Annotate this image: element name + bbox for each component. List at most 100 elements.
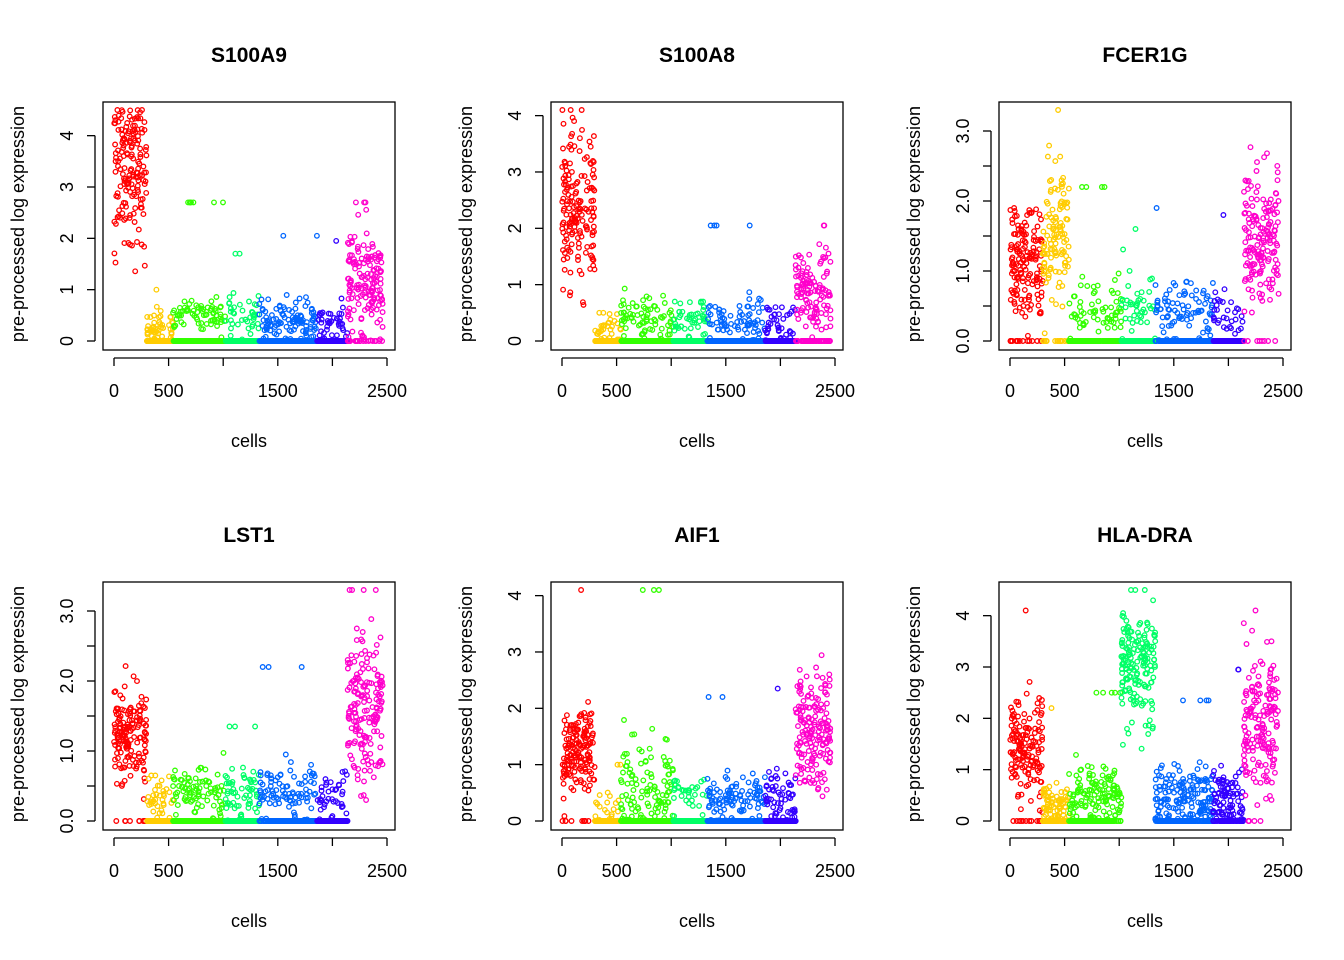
data-point xyxy=(1138,289,1145,296)
data-point xyxy=(308,761,315,768)
data-point xyxy=(800,260,807,266)
data-point xyxy=(217,319,224,326)
data-point xyxy=(204,338,211,344)
data-point xyxy=(246,298,252,305)
data-point xyxy=(141,262,148,269)
data-point xyxy=(324,323,331,330)
data-point xyxy=(135,226,142,233)
data-point xyxy=(1046,142,1053,149)
data-point xyxy=(1034,223,1041,230)
data-point xyxy=(134,739,141,746)
data-point xyxy=(132,205,139,212)
data-point xyxy=(568,241,575,248)
panel-title: LST1 xyxy=(223,524,275,547)
data-point xyxy=(119,137,126,144)
data-point xyxy=(1063,253,1070,260)
y-tick-label: 2 xyxy=(505,223,525,233)
data-point xyxy=(143,696,150,703)
data-point xyxy=(1174,300,1181,307)
data-point xyxy=(282,751,289,758)
data-point xyxy=(336,310,343,317)
data-point xyxy=(1094,316,1101,323)
data-point xyxy=(153,286,160,293)
data-point xyxy=(803,309,810,315)
points xyxy=(559,107,834,344)
y-tick-label: 3 xyxy=(57,182,77,192)
data-point xyxy=(198,302,205,309)
data-point xyxy=(772,304,779,311)
data-point xyxy=(362,199,369,206)
data-point xyxy=(1188,292,1195,299)
x-tick-label: 2500 xyxy=(815,381,855,401)
data-point xyxy=(112,141,119,148)
data-point xyxy=(232,723,238,730)
data-point xyxy=(1013,281,1020,288)
data-point xyxy=(827,315,834,322)
data-point xyxy=(115,126,122,133)
data-point xyxy=(256,301,263,307)
data-point xyxy=(292,305,299,312)
data-point xyxy=(245,325,252,332)
data-point xyxy=(192,775,199,782)
data-point xyxy=(560,145,566,152)
data-point xyxy=(303,323,310,329)
data-point xyxy=(345,295,352,302)
data-point xyxy=(238,785,245,792)
data-point xyxy=(561,266,568,273)
data-point xyxy=(144,313,151,320)
data-point xyxy=(257,338,264,344)
data-point xyxy=(174,802,181,809)
data-point xyxy=(129,185,136,192)
data-point xyxy=(1272,338,1279,344)
data-point xyxy=(190,199,197,206)
data-point xyxy=(278,320,284,327)
data-point xyxy=(1274,177,1281,184)
data-point xyxy=(1160,329,1167,336)
data-point xyxy=(170,322,177,329)
data-point xyxy=(1041,330,1048,337)
data-point xyxy=(1031,228,1038,235)
data-point xyxy=(111,113,118,120)
plot-box xyxy=(102,101,396,351)
data-point xyxy=(1104,324,1111,331)
data-point xyxy=(1220,314,1227,321)
data-point xyxy=(132,268,139,275)
data-point xyxy=(120,199,127,206)
data-point xyxy=(147,314,154,321)
data-point xyxy=(1248,195,1255,202)
data-point xyxy=(139,196,146,202)
data-point xyxy=(1257,281,1264,288)
data-point xyxy=(122,175,129,182)
data-point xyxy=(1118,318,1125,325)
data-point xyxy=(327,338,334,344)
x-axis: 0 500 1500 2500 xyxy=(557,357,855,401)
x-tick-label: 0 xyxy=(557,381,567,401)
data-point xyxy=(119,171,126,178)
data-point xyxy=(138,204,145,211)
data-point xyxy=(576,135,583,142)
data-point xyxy=(318,316,325,323)
data-point xyxy=(588,217,594,223)
x-axis: 0 500 1500 2500 xyxy=(1005,357,1303,401)
data-point xyxy=(252,723,259,730)
data-point xyxy=(251,311,258,318)
data-point xyxy=(1020,275,1026,282)
data-point xyxy=(1260,245,1266,252)
data-point xyxy=(141,243,148,250)
points xyxy=(111,107,386,344)
data-point xyxy=(114,107,121,113)
data-point xyxy=(339,304,346,311)
data-point xyxy=(746,289,753,296)
data-point xyxy=(217,304,224,311)
data-point xyxy=(229,765,236,772)
data-point xyxy=(185,199,192,206)
data-point xyxy=(128,747,135,754)
data-point xyxy=(200,793,207,800)
x-tick-label: 500 xyxy=(154,381,184,401)
data-point xyxy=(1052,240,1059,247)
data-point xyxy=(224,338,231,344)
panel-title: S100A9 xyxy=(211,44,287,67)
data-point xyxy=(1248,309,1255,316)
data-point xyxy=(140,163,147,170)
data-point xyxy=(1034,283,1041,290)
